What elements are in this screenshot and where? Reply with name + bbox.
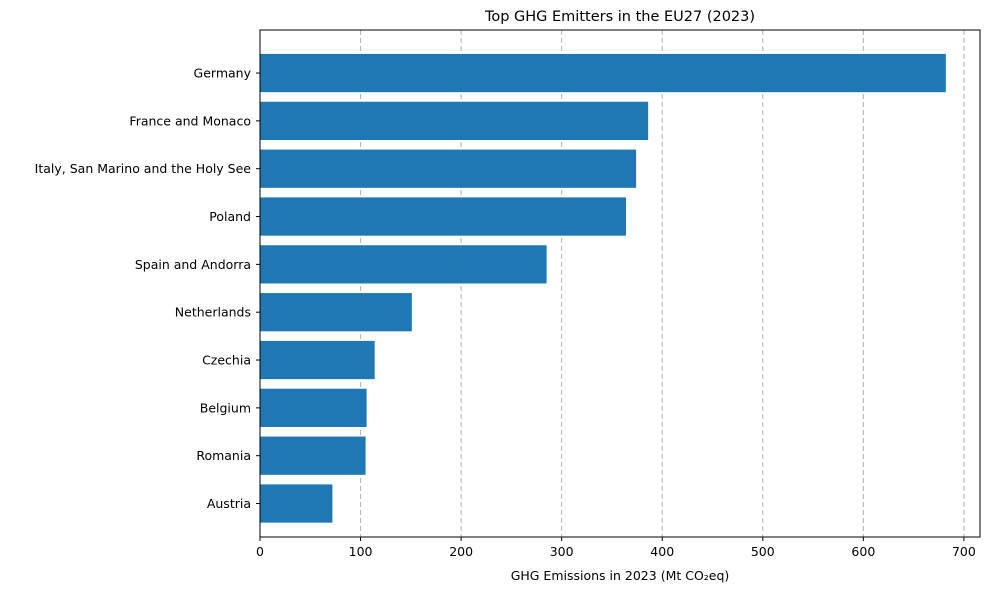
x-axis-label: GHG Emissions in 2023 (Mt CO₂eq): [511, 568, 730, 583]
y-tick-label-spain-and-andorra: Spain and Andorra: [135, 257, 251, 272]
bar-netherlands: [260, 293, 412, 332]
y-ticks: Germany France and Monaco Italy, San Marin…: [35, 66, 260, 511]
y-tick-label-france-and-monaco: France and Monaco: [129, 113, 251, 128]
y-tick-label-czechia: Czechia: [202, 353, 251, 368]
bar-spain-and-andorra: [260, 245, 547, 284]
bar-belgium: [260, 388, 367, 427]
bar-czechia: [260, 340, 375, 380]
x-tick-label-400: 400: [650, 544, 674, 559]
x-tick-label-300: 300: [550, 544, 574, 559]
x-tick-label-0: 0: [256, 544, 264, 559]
bar-italy-san-marino-and-the-holy-see: [260, 149, 637, 188]
bar-austria: [260, 484, 333, 523]
bars: [260, 53, 946, 523]
x-tick-label-700: 700: [952, 544, 976, 559]
y-tick-label-romania: Romania: [196, 448, 251, 463]
bar-romania: [260, 436, 366, 475]
axes: [259, 29, 981, 538]
y-tick-label-germany: Germany: [194, 66, 252, 81]
y-tick-label-poland: Poland: [209, 209, 251, 224]
chart-title: Top GHG Emitters in the EU27 (2023): [484, 9, 755, 25]
bar-germany: [260, 53, 946, 93]
y-tick-label-belgium: Belgium: [200, 400, 251, 415]
x-tick-label-500: 500: [751, 544, 775, 559]
x-tick-label-600: 600: [851, 544, 875, 559]
y-tick-label-austria: Austria: [207, 496, 251, 511]
x-tick-label-100: 100: [349, 544, 373, 559]
bar-poland: [260, 197, 627, 236]
x-ticks: 0 100 200 300 400 500 600 700: [256, 537, 976, 559]
y-tick-label-italy-san-marino-and-the-holy-see: Italy, San Marino and the Holy See: [35, 161, 252, 176]
plot-frame: [259, 29, 981, 538]
x-tick-label-200: 200: [449, 544, 473, 559]
bar-france-and-monaco: [260, 101, 649, 141]
y-tick-label-netherlands: Netherlands: [175, 305, 251, 320]
